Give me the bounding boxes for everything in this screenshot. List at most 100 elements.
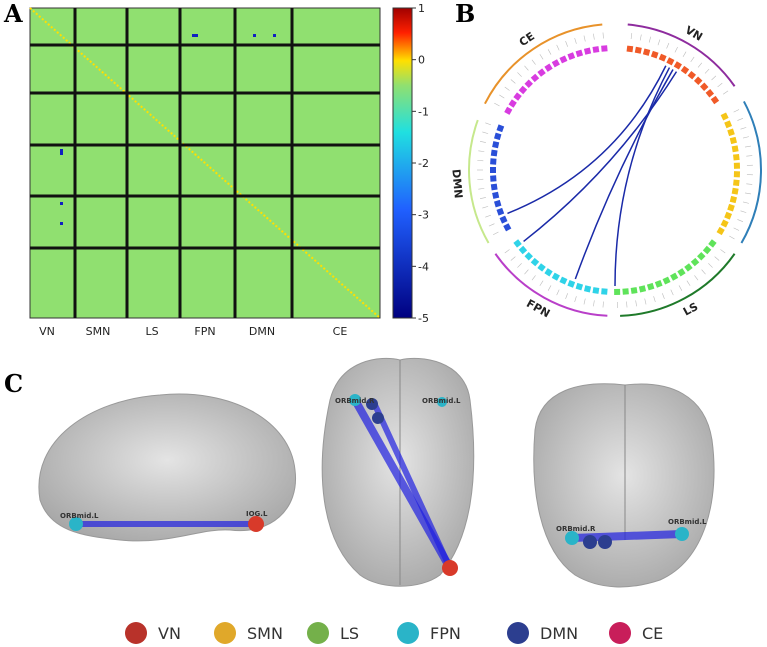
node-square [513, 239, 522, 248]
node-square [559, 276, 568, 285]
tick [504, 86, 510, 91]
node-square [662, 276, 671, 285]
tick [479, 141, 486, 143]
node-square [727, 203, 735, 212]
colorbar-tick-label: -5 [418, 312, 429, 325]
brain-coronal [533, 383, 715, 588]
node-square [687, 70, 696, 80]
tick [743, 201, 749, 204]
tick [485, 214, 492, 218]
node-square [677, 268, 686, 277]
node-square [699, 82, 709, 92]
legend-swatch [307, 622, 329, 644]
tick [686, 280, 691, 286]
node-square [646, 282, 655, 291]
tick [488, 223, 495, 227]
tick [556, 289, 560, 296]
module-arc [484, 23, 603, 105]
node-square [496, 124, 505, 133]
tick [737, 219, 744, 222]
tick [690, 56, 695, 63]
node-square [731, 145, 739, 153]
node-square [650, 50, 659, 59]
tick [583, 298, 586, 305]
tick [630, 32, 633, 40]
tick [657, 39, 661, 46]
node-square [601, 45, 608, 52]
node-square [705, 89, 715, 98]
node-square [592, 46, 600, 53]
tick [722, 90, 729, 95]
node-square [583, 47, 592, 55]
tick [539, 54, 544, 60]
node-square [601, 288, 608, 295]
legend-label: SMN [247, 624, 283, 643]
node-square [518, 85, 528, 95]
node-label: ORBmid.R [335, 397, 375, 405]
tick [499, 94, 505, 99]
node-square [537, 68, 546, 77]
node-square [530, 73, 540, 83]
tick [593, 33, 595, 40]
module-label: SMN [86, 325, 111, 338]
colorbar-tick-label: 1 [418, 2, 425, 15]
node-square [638, 285, 647, 293]
node-square [503, 223, 512, 232]
tick [729, 235, 735, 240]
tick [701, 269, 706, 275]
node-square [733, 153, 740, 161]
node-square [670, 272, 679, 281]
tick [556, 44, 560, 51]
node-square [508, 99, 517, 108]
legend-swatch [609, 622, 631, 644]
node-square [697, 252, 706, 261]
colorbar-tick-label: -4 [418, 260, 429, 273]
node-square [720, 112, 729, 121]
node-square [494, 132, 502, 141]
tick [711, 75, 717, 81]
tick [510, 256, 516, 261]
chord [507, 65, 667, 215]
tick [635, 300, 637, 307]
tick [531, 275, 536, 281]
node-square [626, 45, 634, 53]
nodes [69, 394, 689, 576]
node-square [733, 171, 741, 178]
tick [565, 41, 568, 47]
node-square [724, 211, 733, 220]
tick [547, 49, 552, 55]
node-square [513, 92, 522, 101]
colorbar-tick-label: 0 [418, 54, 425, 67]
module-label: VN [683, 24, 705, 44]
module-label: LS [145, 325, 158, 338]
module-arc [627, 23, 736, 87]
node-square [494, 199, 502, 208]
node-square [673, 61, 682, 70]
node-square [733, 179, 740, 187]
colorbar-tick-label: -1 [418, 105, 429, 118]
node-square [544, 268, 553, 277]
node-square [575, 49, 584, 58]
legend-label: LS [340, 624, 359, 643]
node-square [614, 288, 621, 296]
module-arc [620, 253, 736, 317]
node-square [720, 219, 729, 228]
node-square [499, 215, 508, 224]
colorbar-tick-label: -3 [418, 209, 429, 222]
tick [682, 51, 687, 58]
tick [482, 131, 489, 134]
tick [666, 42, 670, 49]
node-square [592, 287, 600, 294]
node-square [731, 187, 739, 195]
node-square [490, 149, 498, 157]
node-square [708, 239, 717, 248]
legend-label: VN [158, 624, 181, 643]
tick [539, 280, 544, 286]
node-square [544, 63, 553, 72]
node-square [680, 65, 690, 75]
panel-label: A [3, 0, 23, 28]
tick [694, 275, 699, 281]
chord [614, 67, 671, 287]
tick [602, 301, 604, 308]
node-square [575, 282, 584, 291]
